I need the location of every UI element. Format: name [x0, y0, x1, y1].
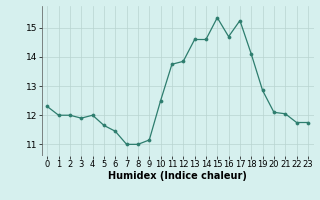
X-axis label: Humidex (Indice chaleur): Humidex (Indice chaleur) [108, 171, 247, 181]
